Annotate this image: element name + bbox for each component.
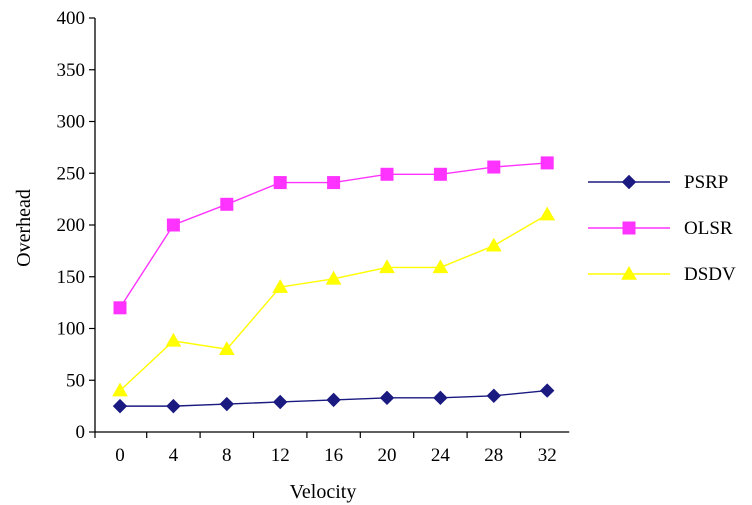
series-line-dsdv bbox=[119, 214, 548, 392]
data-point-olsr bbox=[113, 301, 127, 315]
x-tick-label: 16 bbox=[324, 445, 343, 466]
chart-series bbox=[112, 156, 556, 414]
data-point-dsdv bbox=[485, 237, 502, 252]
data-point-psrp bbox=[539, 383, 555, 398]
data-point-olsr bbox=[327, 176, 341, 190]
data-point-olsr bbox=[433, 167, 447, 181]
data-point-olsr bbox=[166, 218, 180, 232]
data-point-psrp bbox=[379, 390, 395, 406]
y-tick-label: 50 bbox=[66, 370, 85, 391]
chart-legend: PSRP OLSR DSDV bbox=[588, 172, 736, 285]
x-tick-label: 8 bbox=[222, 445, 232, 466]
y-axis-title: Overhead bbox=[13, 189, 35, 267]
x-tick-label: 28 bbox=[484, 445, 503, 466]
y-tick-label: 0 bbox=[76, 422, 86, 443]
data-point-dsdv bbox=[112, 382, 128, 397]
legend-marker-olsr bbox=[622, 221, 636, 235]
data-point-psrp bbox=[166, 398, 181, 414]
x-tick-label: 4 bbox=[169, 445, 179, 466]
legend-item-dsdv: DSDV bbox=[588, 264, 736, 285]
y-tick-label: 100 bbox=[57, 319, 86, 340]
data-point-psrp bbox=[326, 392, 341, 408]
series-dsdv bbox=[112, 206, 556, 397]
x-tick-label: 12 bbox=[271, 445, 290, 466]
data-point-olsr bbox=[273, 176, 287, 190]
legend-marker-dsdv bbox=[621, 265, 637, 280]
y-tick-label: 150 bbox=[57, 267, 86, 288]
data-point-dsdv bbox=[325, 270, 342, 285]
legend-item-olsr: OLSR bbox=[588, 218, 733, 239]
data-point-psrp bbox=[112, 398, 128, 414]
y-tick-label: 350 bbox=[57, 60, 86, 81]
x-tick-label: 24 bbox=[431, 445, 451, 466]
data-point-dsdv bbox=[218, 341, 235, 355]
data-point-dsdv bbox=[165, 332, 182, 347]
y-tick-label: 250 bbox=[57, 163, 86, 184]
x-tick-label: 20 bbox=[378, 445, 397, 466]
x-axis-title: Velocity bbox=[290, 481, 357, 503]
data-point-psrp bbox=[486, 388, 502, 403]
data-point-psrp bbox=[433, 390, 448, 406]
legend-label-psrp: PSRP bbox=[684, 172, 728, 193]
data-point-olsr bbox=[380, 167, 394, 181]
y-tick-label: 300 bbox=[57, 112, 86, 133]
data-point-dsdv bbox=[272, 279, 289, 293]
legend-label-dsdv: DSDV bbox=[684, 264, 736, 285]
legend-marker-psrp bbox=[621, 174, 637, 190]
data-point-olsr bbox=[220, 197, 234, 211]
y-tick-label: 400 bbox=[57, 8, 86, 29]
data-point-dsdv bbox=[539, 206, 556, 221]
data-point-olsr bbox=[540, 156, 554, 170]
x-tick-label: 0 bbox=[115, 445, 125, 466]
chart-axes bbox=[94, 18, 570, 433]
data-point-psrp bbox=[219, 396, 235, 412]
y-tick-label: 200 bbox=[57, 215, 86, 236]
data-point-dsdv bbox=[379, 259, 395, 274]
legend-item-psrp: PSRP bbox=[588, 172, 728, 193]
x-tick-label: 32 bbox=[538, 445, 557, 466]
data-point-olsr bbox=[487, 160, 501, 174]
legend-label-olsr: OLSR bbox=[684, 218, 733, 239]
data-point-dsdv bbox=[432, 259, 449, 274]
series-olsr bbox=[113, 156, 554, 315]
chart-ticks: 0 50 100 150 200 250 300 350 400 0 4 8 12 16 20 24 28 32 bbox=[57, 8, 557, 466]
data-point-psrp bbox=[272, 394, 288, 410]
series-psrp bbox=[112, 383, 555, 414]
